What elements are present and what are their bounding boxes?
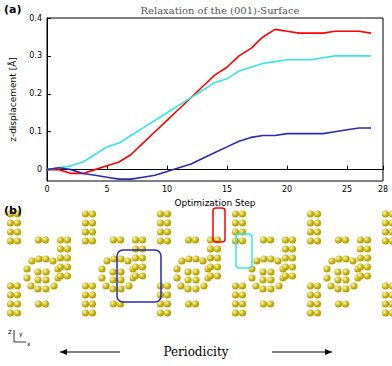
svg-text:(b): (b) [4,204,22,217]
svg-text:0.2: 0.2 [29,89,42,98]
svg-text:Periodicity: Periodicity [163,345,228,359]
svg-text:10: 10 [162,185,172,194]
svg-text:Relaxation of the (001)-Surfac: Relaxation of the (001)-Surface [140,5,299,16]
svg-text:x: x [27,340,31,347]
svg-text:5: 5 [104,185,109,194]
svg-text:(a): (a) [4,3,21,16]
svg-text:0.3: 0.3 [29,51,42,60]
svg-text:0: 0 [44,185,49,194]
svg-text:20: 20 [282,185,292,194]
svg-text:15: 15 [222,185,232,194]
svg-text:z: z [8,328,12,336]
svg-text:0: 0 [37,165,42,174]
svg-text:Optimization Step: Optimization Step [175,198,256,208]
svg-text:0.1: 0.1 [29,127,42,136]
svg-text:z-displacement [Å]: z-displacement [Å] [7,57,18,142]
svg-text:0.4: 0.4 [29,14,42,23]
svg-text:28: 28 [378,185,388,194]
svg-text:25: 25 [342,185,352,194]
svg-text:y: y [19,330,23,338]
